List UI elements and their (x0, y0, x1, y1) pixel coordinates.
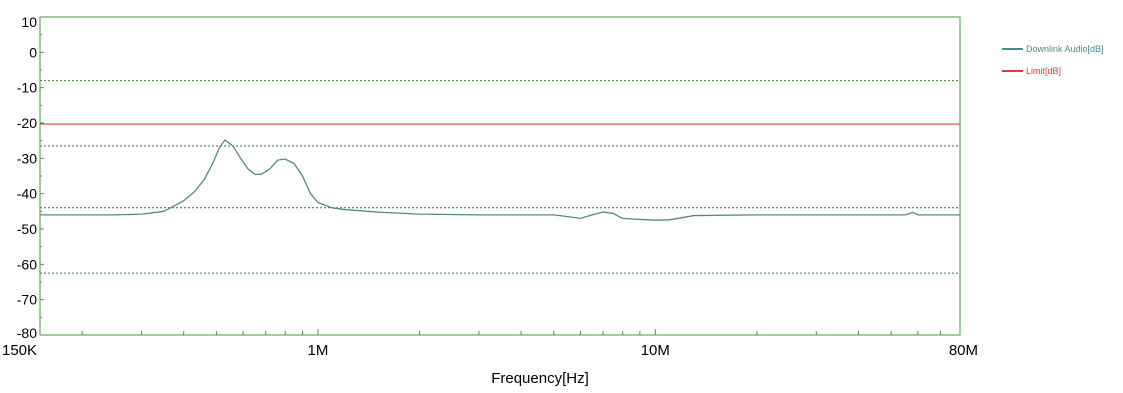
y-axis: 10 0 -10 -20 -30 -40 -50 -60 -70 -80 (17, 14, 44, 341)
y-tick-label: -70 (17, 292, 37, 308)
y-tick-label: -80 (17, 325, 37, 341)
x-tick-label: 10M (641, 342, 670, 359)
series-layer (40, 123, 960, 221)
x-tick-label: 1M (308, 342, 329, 359)
legend: Downlink Audio[dB] Limit[dB] (1002, 44, 1104, 76)
y-tick-label: 10 (21, 14, 37, 30)
x-axis-label: Frequency[Hz] (491, 370, 589, 387)
series-line-downlink-audio (40, 139, 960, 221)
y-tick-label: -30 (17, 150, 37, 166)
x-tick-label: 150K (2, 342, 37, 359)
legend-label: Downlink Audio[dB] (1026, 44, 1104, 54)
x-axis: 150K 1M 10M 80M (2, 329, 978, 359)
grid-layer (40, 80, 960, 274)
y-tick-label: -10 (17, 80, 37, 96)
y-tick-label: 0 (29, 44, 37, 60)
legend-label: Limit[dB] (1026, 66, 1061, 76)
y-tick-label: -20 (17, 115, 37, 131)
y-tick-label: -60 (17, 256, 37, 272)
plot-frame (39, 16, 961, 336)
y-tick-label: -40 (17, 186, 37, 202)
y-tick-label: -50 (17, 221, 37, 237)
x-tick-label: 80M (949, 342, 978, 359)
